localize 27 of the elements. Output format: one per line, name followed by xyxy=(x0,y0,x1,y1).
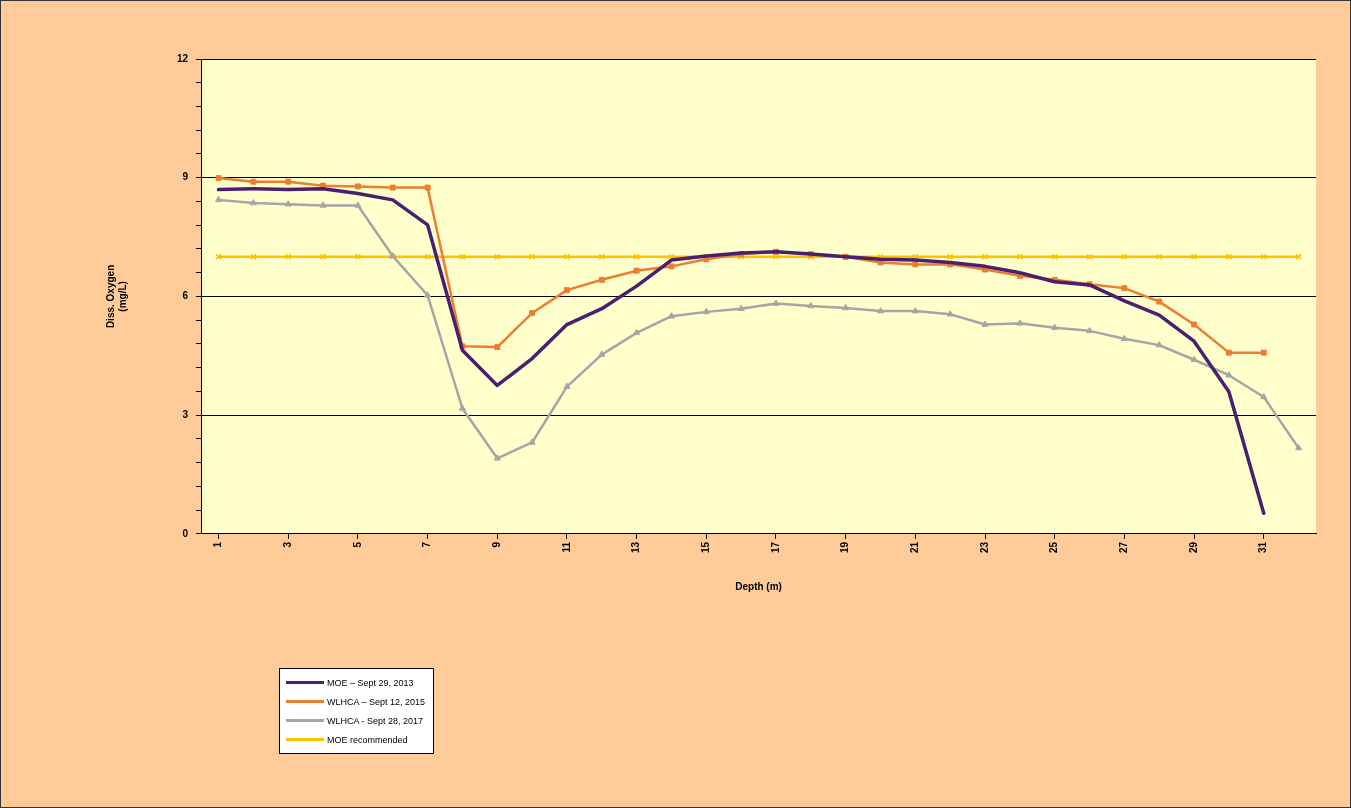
x-tick-label: 5 xyxy=(351,541,363,548)
x-tick-label: 3 xyxy=(281,541,293,548)
x-tick-label: 17 xyxy=(769,541,781,553)
x-tick-label: 29 xyxy=(1187,541,1199,553)
x-tick-label: 19 xyxy=(839,541,851,553)
x-tick-label: 1 xyxy=(212,541,224,548)
y-tick-label: 6 xyxy=(182,290,189,302)
x-tick-label: 7 xyxy=(421,541,433,548)
x-tick-label: 15 xyxy=(700,541,712,553)
x-tick-label: 25 xyxy=(1048,541,1060,553)
y-tick-label: 12 xyxy=(177,52,189,64)
y-tick-label: 0 xyxy=(182,527,189,539)
x-tick-label: 9 xyxy=(491,541,503,548)
legend-label: MOE recommended xyxy=(327,734,408,745)
y-tick-label: 3 xyxy=(182,408,189,420)
legend-label: WLHCA - Sept 28, 2017 xyxy=(327,715,424,726)
x-tick-label: 21 xyxy=(909,541,921,553)
y-tick-label: 9 xyxy=(182,171,189,183)
x-tick-label: 27 xyxy=(1118,541,1130,553)
x-tick-label: 23 xyxy=(978,541,990,553)
x-tick-label: 11 xyxy=(560,541,572,553)
x-axis-title: Depth (m) xyxy=(735,580,782,592)
legend-label: WLHCA – Sept 12, 2015 xyxy=(327,696,426,707)
x-tick-label: 31 xyxy=(1257,541,1269,553)
x-tick-label: 13 xyxy=(630,541,642,553)
y-axis-title: Diss. Oxygen (mg/L) xyxy=(104,264,128,329)
legend-label: MOE – Sept 29, 2013 xyxy=(327,677,414,688)
